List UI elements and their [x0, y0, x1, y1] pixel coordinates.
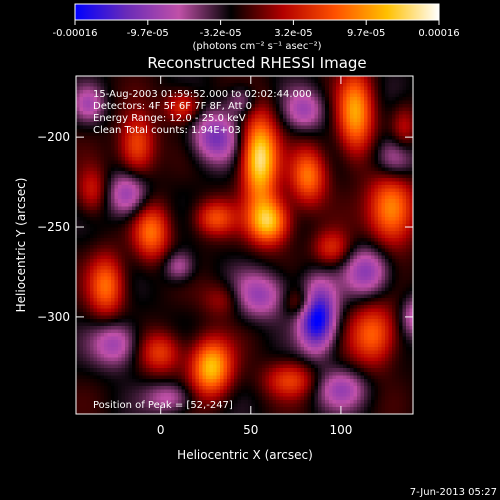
plot-frame: [75, 75, 414, 415]
plot-area: 0 50 100 −300 −250 −200: [37, 75, 414, 437]
info-line: 15-Aug-2003 01:59:52.000 to 02:02:44.000: [93, 89, 312, 100]
colorbar-tick-label: 3.2e-05: [274, 28, 312, 39]
colorbar-tick-label: -0.00016: [53, 28, 98, 39]
info-line: Detectors: 4F 5F 6F 7F 8F, Att 0: [93, 101, 252, 112]
colorbar-frame: [74, 3, 440, 21]
y-axis-ticks: −300 −250 −200: [37, 130, 413, 324]
colorbar-tick-label: -3.2e-05: [200, 28, 242, 39]
colorbar-gradient: [75, 4, 439, 20]
x-tick-label: 0: [157, 423, 165, 437]
colorbar-tick-label: 9.7e-05: [347, 28, 385, 39]
x-axis-ticks: 0 50 100: [157, 76, 352, 437]
info-line: Energy Range: 12.0 - 25.0 keV: [93, 113, 246, 124]
colorbar-ticks: -0.00016 -9.7e-05 -3.2e-05 3.2e-05 9.7e-05 0.…: [53, 20, 460, 39]
info-text: 15-Aug-2003 01:59:52.000 to 02:02:44.000…: [93, 89, 312, 136]
info-line: Clean Total counts: 1.94E+03: [93, 125, 241, 136]
y-axis-label: Heliocentric Y (arcsec): [14, 178, 28, 313]
x-tick-label: 50: [243, 423, 258, 437]
x-tick-label: 100: [329, 423, 352, 437]
y-tick-label: −300: [37, 310, 70, 324]
y-tick-label: −250: [37, 220, 70, 234]
x-axis-label: Heliocentric X (arcsec): [177, 448, 313, 462]
footer-timestamp: 7-Jun-2013 05:27: [410, 487, 497, 498]
colorbar-tick-label: 0.00016: [418, 28, 459, 39]
chart-title: Reconstructed RHESSI Image: [147, 54, 366, 72]
colorbar: -0.00016 -9.7e-05 -3.2e-05 3.2e-05 9.7e-05 0.…: [53, 3, 460, 52]
y-tick-label: −200: [37, 130, 70, 144]
colorbar-units: (photons cm⁻² s⁻¹ asec⁻²): [192, 41, 321, 52]
colorbar-tick-label: -9.7e-05: [127, 28, 169, 39]
heatmap-image: [76, 76, 413, 414]
peak-label: Position of Peak = [52,-247]: [93, 400, 233, 411]
